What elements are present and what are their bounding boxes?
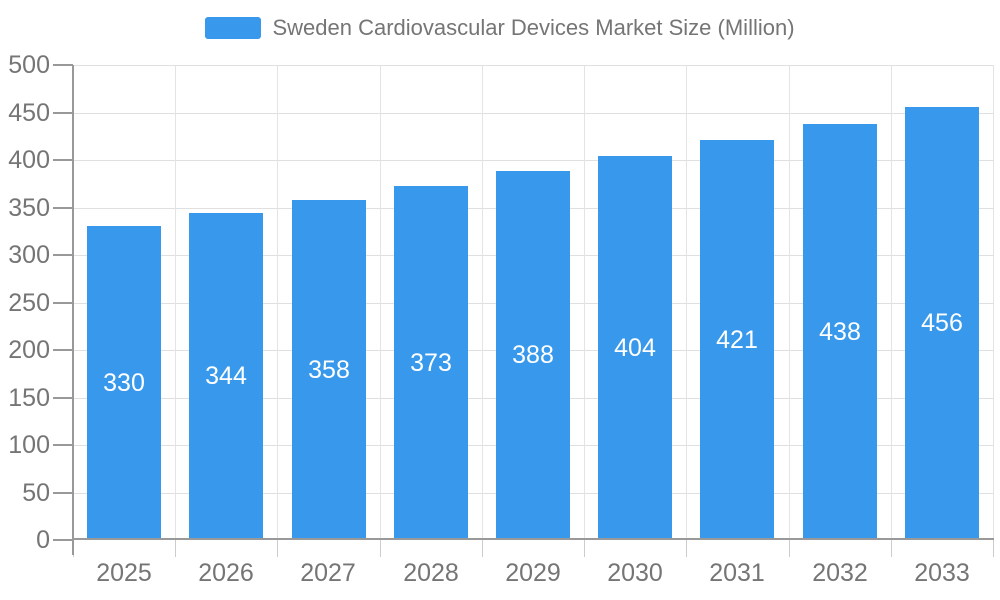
x-axis-tick (277, 540, 278, 557)
bar-value-label: 373 (410, 348, 452, 377)
x-axis-tick-label: 2029 (505, 559, 561, 587)
x-axis-tick-label: 2028 (403, 559, 459, 587)
x-axis-line (72, 538, 994, 540)
bar-value-label: 344 (205, 362, 247, 390)
x-axis-tick-label: 2033 (914, 559, 970, 587)
y-axis-tick-label: 500 (8, 51, 50, 79)
y-axis-tick-label: 50 (22, 479, 50, 507)
y-axis-tick-label: 450 (8, 99, 50, 127)
x-axis-tick (789, 540, 790, 557)
x-axis-tick (584, 540, 585, 557)
v-gridline (891, 65, 892, 540)
x-axis-tick-label: 2026 (198, 559, 254, 587)
legend-swatch (205, 17, 262, 39)
v-gridline (482, 65, 483, 540)
x-axis-tick (686, 540, 687, 557)
y-axis-tick-label: 100 (8, 431, 50, 459)
v-gridline (277, 65, 278, 540)
v-gridline (686, 65, 687, 540)
x-axis-tick (993, 540, 994, 557)
bar: 330 (87, 226, 161, 540)
h-gridline (73, 65, 993, 66)
x-axis-tick-label: 2027 (300, 559, 356, 587)
y-axis-tick (53, 492, 73, 494)
y-axis-tick (53, 444, 73, 446)
y-axis-tick-label: 250 (8, 289, 50, 317)
bar-value-label: 438 (819, 317, 861, 346)
legend-item[interactable]: Sweden Cardiovascular Devices Market Siz… (0, 15, 1000, 41)
x-axis-tick-label: 2031 (709, 559, 765, 587)
y-axis-tick (53, 349, 73, 351)
y-axis-tick (53, 112, 73, 114)
y-axis-line (72, 65, 74, 555)
v-gridline (789, 65, 790, 540)
x-axis-tick-label: 2025 (96, 559, 152, 587)
bar-value-label: 330 (103, 368, 145, 397)
bar: 373 (394, 186, 468, 540)
bar: 438 (803, 124, 877, 540)
h-gridline (73, 113, 993, 114)
v-gridline (380, 65, 381, 540)
y-axis-tick-label: 150 (8, 384, 50, 412)
v-gridline (175, 65, 176, 540)
y-axis-tick (53, 539, 73, 541)
bar: 456 (905, 107, 979, 540)
x-axis-tick (175, 540, 176, 557)
bar: 404 (598, 156, 672, 540)
x-axis-tick (482, 540, 483, 557)
y-axis-tick (53, 207, 73, 209)
bar-value-label: 421 (716, 325, 758, 354)
y-axis-tick (53, 64, 73, 66)
y-axis-tick (53, 397, 73, 399)
y-axis-tick-label: 350 (8, 194, 50, 222)
bar-value-label: 456 (921, 309, 963, 337)
y-axis-tick (53, 159, 73, 161)
v-gridline (993, 65, 994, 540)
bar: 344 (189, 213, 263, 540)
y-axis-tick (53, 302, 73, 304)
y-axis-tick-label: 300 (8, 241, 50, 269)
y-axis-tick-label: 0 (36, 526, 50, 554)
bar: 358 (292, 200, 366, 540)
bar-value-label: 388 (512, 341, 554, 369)
legend-label: Sweden Cardiovascular Devices Market Siz… (272, 15, 795, 40)
bar: 388 (496, 171, 570, 540)
bar-value-label: 404 (614, 333, 656, 362)
y-axis-tick (53, 254, 73, 256)
x-axis-tick (380, 540, 381, 557)
y-axis-tick-label: 200 (8, 336, 50, 364)
bar-value-label: 358 (308, 355, 350, 384)
x-axis-tick-label: 2030 (607, 559, 663, 587)
h-gridline (73, 160, 993, 161)
v-gridline (584, 65, 585, 540)
plot-area: 0 50 100 150 200 250 300 350 400 450 500 330 2025 344… (8, 52, 994, 586)
y-axis-tick-label: 400 (8, 146, 50, 174)
bar: 421 (700, 140, 774, 540)
x-axis-tick-label: 2032 (812, 559, 868, 587)
x-axis-tick (891, 540, 892, 557)
